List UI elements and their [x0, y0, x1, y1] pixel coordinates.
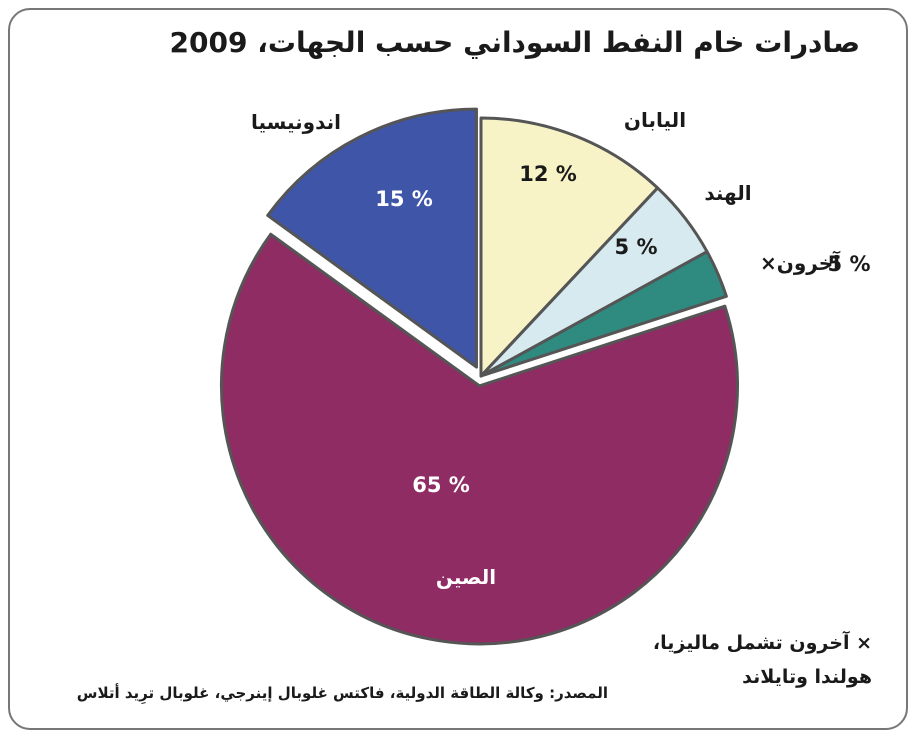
source-note: المصدر: وكالة الطاقة الدولية، فاكتس غلوب…: [76, 684, 608, 702]
slice-value-label-5: 15 %: [375, 187, 433, 211]
chart-title: صادرات خام النفط السوداني حسب الجهات، 20…: [169, 26, 860, 59]
slice-value-label-4: 65 %: [412, 473, 470, 497]
slice-value-label-2: 5 %: [615, 235, 658, 259]
slice-value-label-1: 12 %: [519, 162, 577, 186]
footnote-line-1: × آخرون تشمل ماليزيا،: [652, 632, 872, 654]
slice-value-label-3: 5 %: [828, 252, 871, 276]
slice-name-label-3: آخرون×: [760, 250, 841, 275]
slice-name-label-1: اليابان: [624, 108, 686, 132]
slice-name-label-5: اندونيسيا: [251, 110, 341, 134]
slice-name-label-2: الهند: [704, 181, 751, 205]
others-footnote: × آخرون تشمل ماليزيا، هولندا وتايلاند: [653, 626, 872, 694]
footnote-line-2: هولندا وتايلاند: [742, 666, 872, 688]
pie-slice-4: [219, 232, 739, 646]
pie-slice-1: [479, 116, 660, 378]
pie-slice-5: [266, 107, 478, 369]
pie-slice-3: [479, 250, 728, 378]
slice-name-label-4: الصين: [436, 565, 496, 589]
